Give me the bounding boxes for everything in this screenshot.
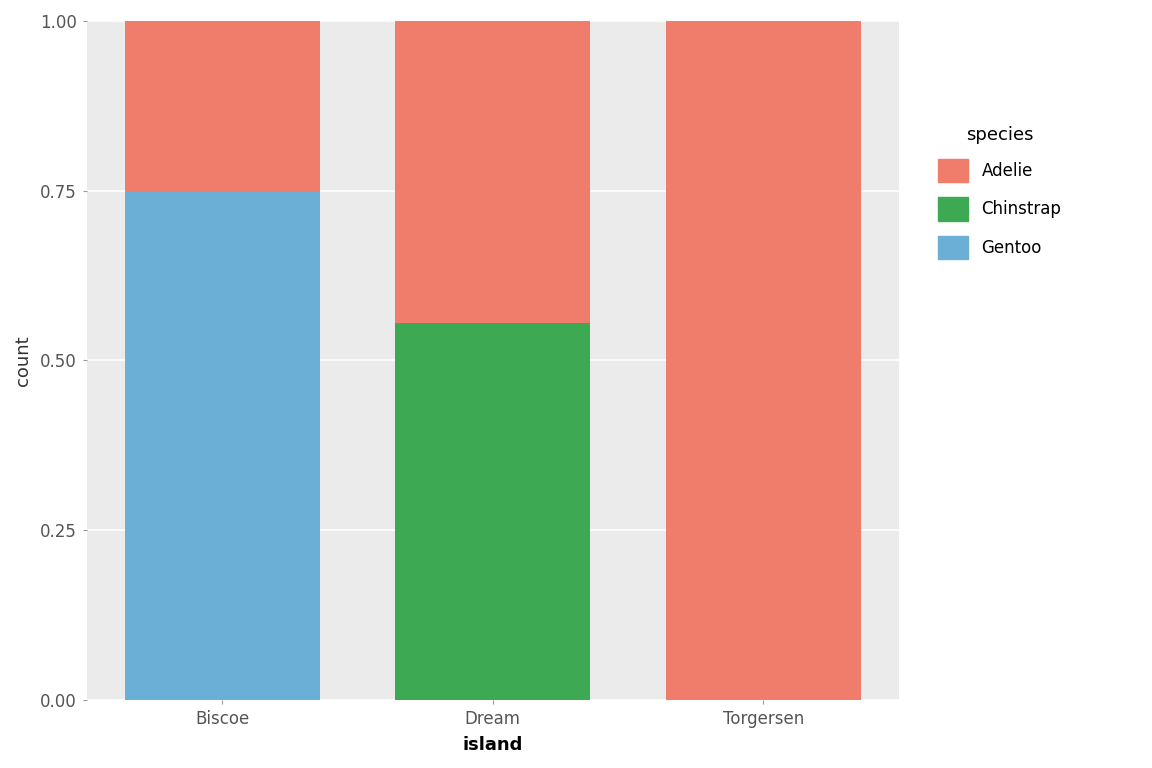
Bar [124, 21, 319, 192]
Legend: Adelie, Chinstrap, Gentoo: Adelie, Chinstrap, Gentoo [923, 111, 1076, 274]
Bar [124, 192, 319, 700]
Y-axis label: count: count [14, 335, 32, 386]
X-axis label: island: island [462, 736, 523, 754]
Bar [395, 21, 590, 323]
Bar [666, 21, 861, 700]
Bar [395, 323, 590, 700]
